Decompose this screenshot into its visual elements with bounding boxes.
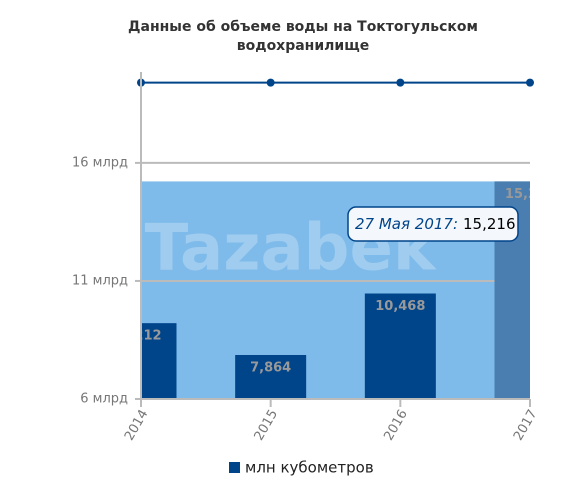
tooltip-label: 27 Мая 2017: [355, 215, 458, 233]
data-label: 7,864 [250, 360, 291, 375]
chart-title: водохранилище [237, 38, 369, 54]
y-tick-label: 16 млрд [72, 155, 128, 170]
x-tick-label: 2016 [381, 407, 411, 443]
bar [141, 323, 177, 399]
tooltip-value: 15,216 [463, 215, 516, 233]
data-label: 15,216 [505, 187, 555, 202]
overlay: 27 Мая 2017: 15,216 [137, 78, 534, 242]
x-tick-label: 2015 [252, 407, 282, 443]
legend-label: млн кубометров [245, 459, 374, 477]
tooltip: 27 Мая 2017: 15,216 [355, 215, 516, 233]
bar [235, 354, 307, 399]
x-tick-label: 2017 [511, 407, 541, 443]
tooltip-box [347, 206, 519, 242]
line-point [396, 78, 405, 87]
y-tick-label: 6 млрд [80, 392, 128, 407]
legend-swatch [229, 462, 240, 473]
bar [364, 293, 436, 399]
chart-title: Данные об объеме воды на Токтогульском [128, 19, 478, 35]
x-tick-label: 2014 [122, 407, 152, 443]
line-point [526, 78, 534, 87]
data-label: 9,212 [120, 329, 161, 344]
data-label: 10,468 [375, 299, 425, 314]
line-point [266, 78, 275, 87]
y-tick-label: 11 млрд [72, 273, 128, 288]
